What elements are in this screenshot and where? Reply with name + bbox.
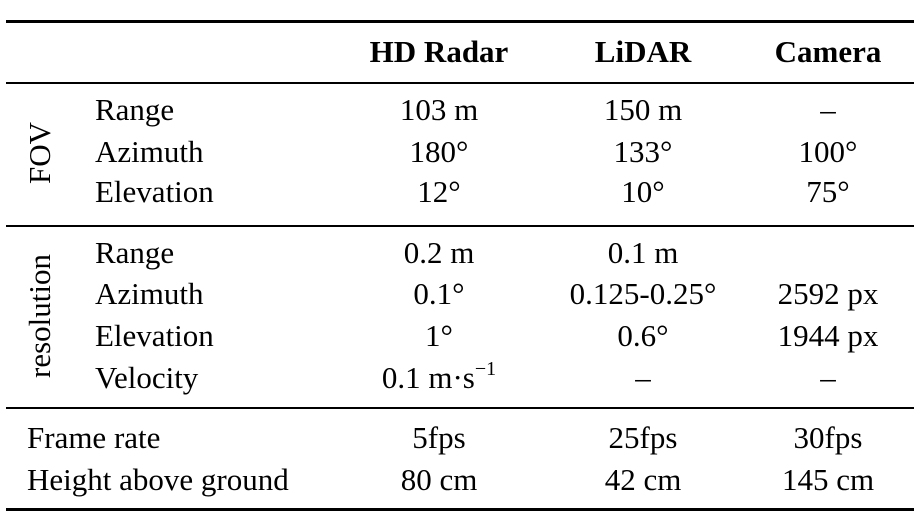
res-range-radar: 0.2 m bbox=[403, 235, 475, 270]
res-range-lidar: 0.1 m bbox=[607, 235, 679, 270]
frame-rate-label: Frame rate bbox=[27, 420, 161, 455]
res-velocity-radar: 0.1 m·s−1 bbox=[381, 357, 497, 396]
fov-azimuth-lidar: 133° bbox=[613, 134, 673, 169]
fov-azimuth-camera: 100° bbox=[798, 134, 858, 169]
group-label-resolution: resolution bbox=[22, 254, 57, 378]
res-velocity-camera: – bbox=[820, 360, 836, 395]
header-hd-radar: HD Radar bbox=[369, 34, 509, 69]
res-azimuth-camera: 2592 px bbox=[777, 276, 879, 311]
height-label: Height above ground bbox=[27, 462, 289, 497]
res-azimuth-lidar: 0.125-0.25° bbox=[569, 276, 717, 311]
res-elevation-lidar: 0.6° bbox=[617, 318, 669, 353]
res-azimuth-radar: 0.1° bbox=[413, 276, 465, 311]
res-range-label: Range bbox=[95, 235, 175, 270]
fov-elevation-camera: 75° bbox=[806, 174, 850, 209]
res-elevation-label: Elevation bbox=[95, 318, 214, 353]
frame-rate-camera: 30fps bbox=[793, 420, 863, 455]
fov-elevation-label: Elevation bbox=[95, 174, 214, 209]
res-elevation-camera: 1944 px bbox=[777, 318, 879, 353]
fov-range-lidar: 150 m bbox=[603, 92, 683, 127]
fov-elevation-radar: 12° bbox=[417, 174, 461, 209]
group-label-fov: FOV bbox=[22, 121, 57, 185]
height-lidar: 42 cm bbox=[604, 462, 682, 497]
frame-rate-lidar: 25fps bbox=[608, 420, 678, 455]
fov-elevation-lidar: 10° bbox=[621, 174, 665, 209]
fov-bottom-rule bbox=[6, 225, 914, 227]
res-elevation-radar: 1° bbox=[425, 318, 453, 353]
res-velocity-radar-base: 0.1 m·s bbox=[381, 360, 475, 395]
header-rule bbox=[6, 82, 914, 84]
fov-range-camera: – bbox=[820, 92, 836, 127]
fov-azimuth-radar: 180° bbox=[409, 134, 469, 169]
fov-range-label: Range bbox=[95, 92, 175, 127]
header-lidar: LiDAR bbox=[594, 34, 692, 69]
bottom-rule bbox=[6, 508, 914, 511]
resolution-bottom-rule bbox=[6, 407, 914, 409]
res-velocity-label: Velocity bbox=[95, 360, 199, 395]
fov-azimuth-label: Azimuth bbox=[95, 134, 204, 169]
fov-range-radar: 103 m bbox=[399, 92, 479, 127]
height-camera: 145 cm bbox=[781, 462, 875, 497]
frame-rate-radar: 5fps bbox=[412, 420, 466, 455]
header-camera: Camera bbox=[774, 34, 882, 69]
res-velocity-radar-exponent: −1 bbox=[474, 357, 497, 380]
top-rule bbox=[6, 20, 914, 23]
height-radar: 80 cm bbox=[400, 462, 478, 497]
res-azimuth-label: Azimuth bbox=[95, 276, 204, 311]
res-velocity-lidar: – bbox=[635, 360, 651, 395]
